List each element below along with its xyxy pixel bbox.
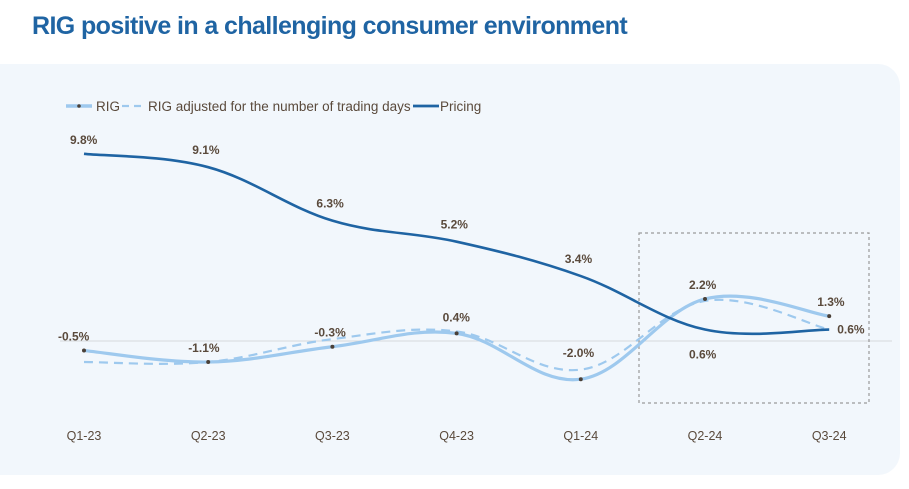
rig-marker xyxy=(703,296,707,301)
legend-label-pricing: Pricing xyxy=(440,99,481,114)
rig-data-label: 1.3% xyxy=(817,295,845,309)
legend-marker-rig xyxy=(77,104,81,108)
rig-marker xyxy=(827,314,832,319)
x-tick-label: Q1-24 xyxy=(563,429,598,443)
highlight-box xyxy=(638,232,870,404)
pricing-data-label: 6.3% xyxy=(316,197,344,211)
rig-marker xyxy=(330,344,335,349)
rig-marker xyxy=(454,331,459,336)
x-tick-label: Q2-24 xyxy=(688,429,723,443)
pricing-data-label: 0.6% xyxy=(837,323,865,337)
x-tick-label: Q3-23 xyxy=(315,429,350,443)
x-tick-label: Q2-23 xyxy=(191,429,226,443)
page-title: RIG positive in a challenging consumer e… xyxy=(32,12,628,40)
rig-marker xyxy=(82,348,86,353)
legend-label-rig: RIG xyxy=(96,99,120,114)
rig-data-label: -2.0% xyxy=(563,346,595,360)
chart-panel xyxy=(0,64,900,475)
rig-marker xyxy=(206,360,211,365)
x-tick-label: Q1-23 xyxy=(67,429,102,443)
pricing-data-label: 3.4% xyxy=(565,252,593,266)
pricing-data-label: 0.6% xyxy=(689,348,717,362)
x-tick-label: Q4-23 xyxy=(439,429,474,443)
series-line-rig xyxy=(83,294,830,382)
rig-data-label: -0.3% xyxy=(314,326,346,340)
rig-data-label: -0.5% xyxy=(58,330,90,344)
pricing-data-label: 5.2% xyxy=(441,218,469,232)
series-line-pricing xyxy=(83,152,830,336)
x-tick-label: Q3-24 xyxy=(812,429,847,443)
rig-marker xyxy=(578,377,583,382)
rig-data-label: -1.1% xyxy=(188,341,220,355)
legend-label-rig-adjusted: RIG adjusted for the number of trading d… xyxy=(148,99,411,114)
pricing-data-label: 9.1% xyxy=(192,143,220,157)
pricing-data-label: 9.8% xyxy=(70,133,98,147)
rig-data-label: 2.2% xyxy=(689,278,717,292)
rig-data-label: 0.4% xyxy=(443,310,471,324)
